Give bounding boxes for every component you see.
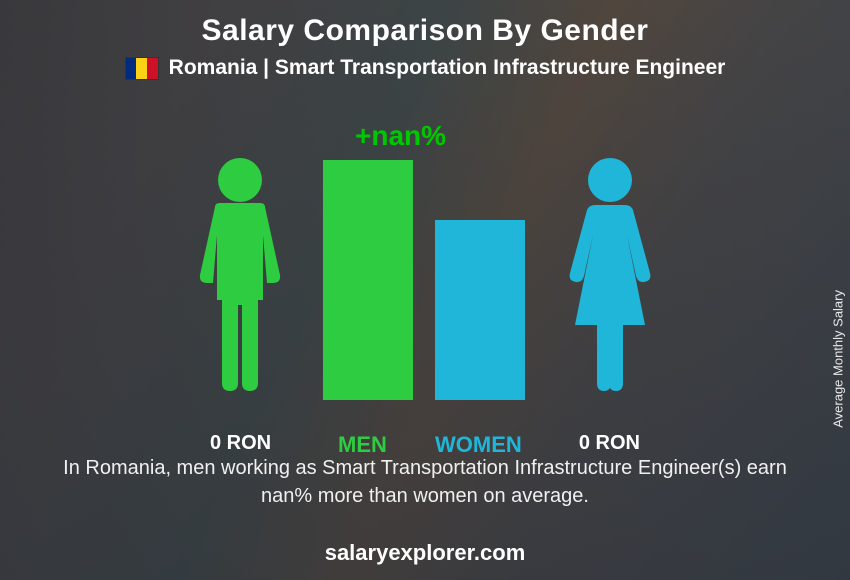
romania-flag-icon xyxy=(125,57,159,80)
difference-label: +nan% xyxy=(355,120,446,152)
bar-women xyxy=(435,220,525,400)
footer-source: salaryexplorer.com xyxy=(325,540,526,566)
subtitle: Romania | Smart Transportation Infrastru… xyxy=(169,56,726,80)
women-value: 0 RON xyxy=(579,432,640,455)
country-name: Romania xyxy=(169,56,258,79)
bar-men xyxy=(323,160,413,400)
flag-stripe-red xyxy=(147,58,158,79)
subtitle-row: Romania | Smart Transportation Infrastru… xyxy=(0,56,850,80)
job-title: Smart Transportation Infrastructure Engi… xyxy=(275,56,725,79)
flag-stripe-yellow xyxy=(136,58,147,79)
description-text: In Romania, men working as Smart Transpo… xyxy=(55,454,795,510)
header: Salary Comparison By Gender Romania | Sm… xyxy=(0,0,850,80)
men-value: 0 RON xyxy=(210,432,271,455)
man-icon xyxy=(185,155,295,400)
separator: | xyxy=(257,56,275,79)
page-title: Salary Comparison By Gender xyxy=(0,14,850,48)
comparison-chart: +nan% 0 RON MEN WOMEN 0 RON xyxy=(115,120,735,440)
yaxis-label: Average Monthly Salary xyxy=(831,290,846,428)
flag-stripe-blue xyxy=(126,58,137,79)
woman-icon xyxy=(555,155,665,400)
